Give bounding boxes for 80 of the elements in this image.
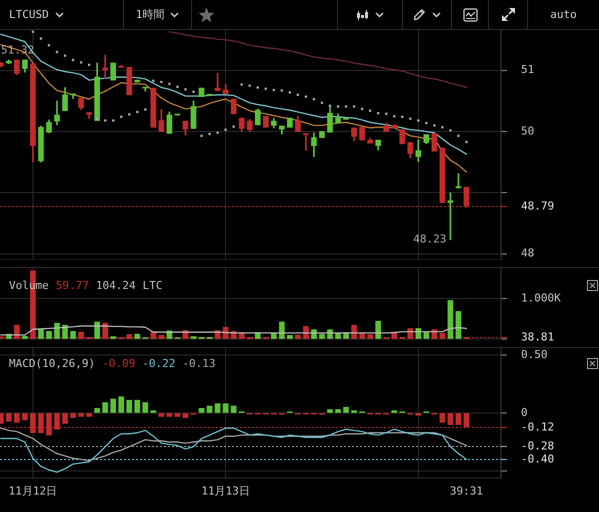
candlestick: [70, 94, 76, 99]
bar: [38, 328, 44, 339]
bar: [94, 408, 100, 413]
bar: [150, 410, 156, 413]
y-tick-label: 0: [521, 406, 528, 419]
bar: [335, 409, 341, 413]
bar: [102, 402, 108, 413]
bar: [22, 413, 28, 420]
bar: [70, 413, 76, 418]
y-tick-label: 0.50: [521, 348, 548, 361]
bar: [415, 413, 422, 416]
x-tick-label: 39:31: [450, 484, 484, 498]
bar: [198, 408, 204, 413]
annotation: -0.13: [182, 357, 216, 371]
y-tick-label: 48: [521, 246, 534, 260]
bar: [62, 324, 68, 339]
ref-line-label: 38.81: [521, 330, 554, 344]
annotation: 48.23: [413, 232, 446, 246]
chart-title: LTCUSD: [9, 8, 49, 21]
bar: [54, 322, 60, 339]
bar: [142, 402, 148, 413]
bar: [158, 413, 164, 417]
bar: [440, 413, 446, 423]
bar: [110, 336, 116, 339]
bar: [126, 400, 132, 413]
bar: [110, 398, 116, 413]
bar: [174, 413, 180, 417]
x-tick-label: 11月13日: [201, 484, 250, 498]
bar: [62, 413, 68, 424]
ref-line-label: -0.40: [521, 452, 554, 466]
text: auto: [550, 8, 577, 21]
ref-line-label: -0.28: [521, 439, 554, 452]
bar: [278, 322, 285, 339]
bar: [6, 413, 12, 422]
bar: [166, 413, 172, 417]
bar: [391, 410, 398, 413]
annotation: 59.77: [56, 279, 89, 293]
bar: [14, 413, 20, 423]
bar: [351, 410, 357, 413]
bar: [287, 335, 293, 339]
y-tick-label: 50: [521, 124, 534, 138]
point: [160, 80, 163, 84]
x-tick-label: 11月12日: [8, 484, 58, 498]
annotation: -0.22: [142, 357, 176, 371]
ref-line-label: -0.12: [521, 420, 554, 434]
bar: [190, 336, 196, 339]
bar: [327, 409, 333, 413]
point: [312, 98, 316, 100]
bar: [456, 413, 462, 425]
bar: [230, 406, 236, 413]
bar: [448, 300, 454, 339]
bar: [78, 413, 84, 417]
annotation: -0.09: [102, 357, 136, 371]
text: MACD(10,26,9): [9, 357, 96, 371]
bar: [375, 320, 381, 339]
bar: [270, 332, 277, 339]
bar: [335, 333, 341, 339]
bar: [214, 403, 220, 413]
bar: [22, 336, 28, 339]
bar: [118, 396, 124, 413]
bar: [46, 330, 52, 339]
bar: [424, 332, 430, 339]
bar: [134, 400, 140, 413]
bar: [86, 413, 92, 417]
bar: [343, 406, 349, 413]
bar: [94, 322, 100, 339]
bar: [70, 330, 76, 339]
bar: [206, 406, 212, 413]
annotation: LTC: [142, 279, 162, 293]
bar: [319, 334, 325, 339]
bar: [448, 413, 454, 425]
ref-line-label: 48.79: [521, 199, 554, 212]
annotation: 104.24: [96, 279, 136, 293]
y-tick-label: 1.000K: [521, 291, 562, 304]
y-tick-label: 51: [521, 63, 534, 76]
chart-subtitle: 1時間: [136, 7, 164, 22]
bar: [222, 403, 228, 413]
bar: [182, 413, 188, 418]
bar: [456, 311, 462, 339]
bar: [134, 334, 140, 339]
